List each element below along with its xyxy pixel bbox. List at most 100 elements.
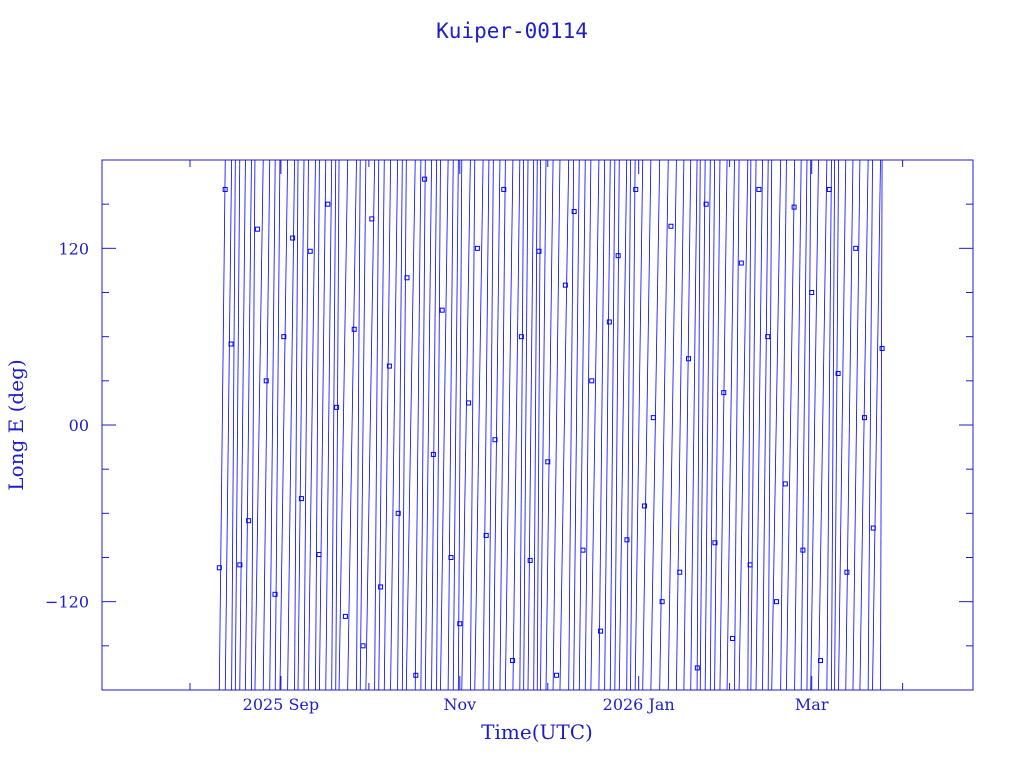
wrap-trace [424,159,432,691]
wrap-trace [492,159,501,691]
wrap-trace [573,159,580,691]
x-axis-label: Time(UTC) [481,720,593,744]
data-point [624,537,630,543]
data-point [694,665,700,671]
data-point [861,415,867,421]
wrap-trace [279,159,289,691]
wrap-trace [719,159,728,691]
wrap-trace [262,159,271,691]
data-point [756,186,762,192]
wrap-trace [642,159,652,691]
wrap-trace [568,159,575,691]
wrap-trace [499,159,506,691]
tick-labels: 120 00 −120 2025 Sep Nov 2026 Jan Mar [45,239,829,714]
wrap-trace [533,159,538,691]
wrap-trace [318,159,327,691]
data-point [369,216,375,222]
wrap-trace [297,159,305,691]
wrap-trace [231,159,236,691]
y-tick-label: 120 [58,239,89,258]
data-point [474,245,480,251]
wrap-trace [659,159,669,691]
wrap-trace [239,159,246,691]
wrap-trace [325,159,333,691]
data-point [721,390,727,396]
wrap-trace [488,159,494,691]
data-point [545,459,551,465]
data-point [272,591,278,597]
data-point [765,334,771,340]
data-point [307,248,313,254]
data-point [466,400,472,406]
data-point [800,547,806,553]
data-point [870,525,876,531]
data-point [325,201,331,207]
wrap-trace [867,159,873,691]
wrap-trace [794,159,802,691]
data-point [677,569,683,575]
wrap-trace [810,159,819,691]
data-point [413,672,419,678]
wrap-trace [667,159,677,691]
wrap-trace [374,159,380,691]
wrap-trace [738,159,749,691]
wrap-trace [690,159,698,691]
wrap-trace [726,159,735,691]
wrap-trace [750,159,757,691]
x-tick-label: 2026 Jan [603,695,675,714]
wrap-trace [545,159,554,691]
wrap-trace [806,159,812,691]
wrap-trace [786,159,796,691]
data-point [633,186,639,192]
data-point [703,201,709,207]
wrap-trace [709,159,715,691]
data-point [879,345,885,351]
data-point [738,260,744,266]
data-point [774,599,780,605]
data-point [246,518,252,524]
data-point [216,565,222,571]
y-tick-label: −120 [45,593,89,612]
wrap-trace [365,159,376,691]
wrap-trace [676,159,685,691]
wrap-trace [734,159,740,691]
data-point [606,319,612,325]
wrap-trace [872,159,881,691]
wrap-trace [880,159,883,691]
wrap-trace [590,159,600,691]
data-point [659,599,665,605]
wrap-trace [696,159,701,691]
data-point [386,363,392,369]
x-tick-label: Mar [795,695,829,714]
data-point [316,552,322,558]
wrap-trace [356,159,361,691]
wrap-trace [704,159,711,691]
data-point [518,334,524,340]
wrap-trace [519,159,525,691]
wrap-trace [845,159,854,691]
wrap-trace [274,159,281,691]
wrap-trace [397,159,403,691]
x-tick-label: 2025 Sep [243,695,319,714]
data-point [826,186,832,192]
wrap-trace [780,159,787,691]
wrap-trace [234,159,241,691]
data-point [404,275,410,281]
wrap-trace [771,159,782,691]
plot-area [216,159,885,691]
wrap-trace [536,159,541,691]
wrap-trace [578,159,586,691]
wrap-trace [852,159,861,691]
wrap-trace [699,159,706,691]
data-point [571,209,577,215]
data-point [782,481,788,487]
data-point [554,672,560,678]
wrap-trace [527,159,535,691]
wrap-trace [834,159,839,691]
wrap-trace [755,159,763,691]
wrap-trace [762,159,769,691]
wrap-trace [251,159,256,691]
wrap-trace [269,159,276,691]
wrap-trace [308,159,316,691]
